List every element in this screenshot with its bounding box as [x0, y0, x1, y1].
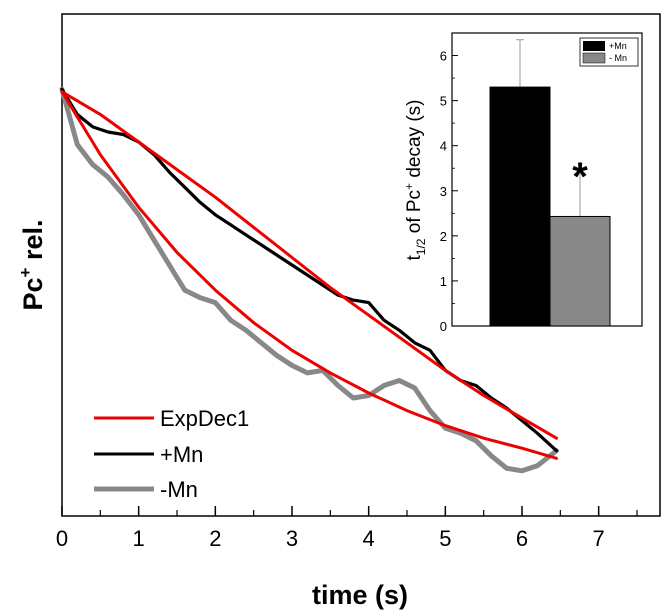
- inset-y-tick-label: 4: [440, 139, 447, 154]
- inset-y-tick-label: 6: [440, 49, 447, 64]
- inset-legend-label-plus-mn: +Mn: [609, 41, 627, 51]
- main-plot-frame: [61, 13, 661, 517]
- x-tick-label: 1: [133, 526, 145, 551]
- inset-ylabel-sup: +: [402, 183, 416, 190]
- y-axis-title-main: Pc: [18, 277, 48, 310]
- inset-ylabel-mid: of Pc: [404, 190, 425, 239]
- inset-bars: [489, 39, 611, 327]
- x-tick-label: 7: [593, 526, 605, 551]
- series-minus-mn: [59, 86, 559, 474]
- legend-label-expdec1: ExpDec1: [160, 406, 249, 431]
- y-axis-title-rest: rel.: [18, 220, 48, 268]
- y-axis-title-superscript: +: [16, 267, 35, 277]
- x-tick-label: 3: [286, 526, 298, 551]
- inset-ylabel-t: t: [404, 254, 425, 260]
- inset-y-tick-label: 0: [440, 319, 447, 334]
- inset-y-axis: 0 1 2 3 4 5 6: [440, 32, 458, 334]
- x-tick-label: 2: [209, 526, 221, 551]
- inset-legend-swatch-plus-mn: [583, 41, 605, 51]
- main-legend: ExpDec1 +Mn -Mn: [94, 406, 249, 502]
- inset-y-tick-label: 2: [440, 229, 447, 244]
- inset-y-axis-title: t1/2 of Pc+ decay (s): [402, 100, 428, 261]
- inset-bar-plus-mn: [489, 86, 551, 327]
- fit-line-minus-mn: [60, 90, 558, 460]
- x-tick-label: 4: [363, 526, 375, 551]
- fit-line-plus-mn: [60, 90, 558, 440]
- significance-star: *: [572, 155, 588, 199]
- x-tick-label: 6: [516, 526, 528, 551]
- y-axis-title: Pc+ rel.: [16, 220, 48, 311]
- legend-label-minus-mn: -Mn: [160, 477, 198, 502]
- x-axis-title: time (s): [312, 580, 408, 610]
- inset-y-tick-label: 5: [440, 94, 447, 109]
- inset-y-tick-label: 1: [440, 274, 447, 289]
- inset-legend-swatch-minus-mn: [582, 52, 606, 64]
- inset-y-tick-label: 3: [440, 184, 447, 199]
- inset-ylabel-sub: 1/2: [414, 238, 428, 255]
- inset-chart: 0 1 2 3 4 5 6 t1/2 of Pc+ decay (s) +Mn - Mn *: [402, 32, 643, 334]
- inset-bar-minus-mn: [549, 215, 611, 327]
- x-tick-label: 5: [439, 526, 451, 551]
- x-tick-label: 0: [56, 526, 68, 551]
- inset-legend-label-minus-mn: - Mn: [609, 53, 627, 63]
- inset-legend: +Mn - Mn: [579, 37, 639, 67]
- inset-ylabel-end: decay (s): [404, 100, 425, 183]
- main-x-axis: 0 1 2 3 4 5 6 7: [56, 506, 638, 551]
- main-series-group: [59, 86, 559, 474]
- legend-label-plus-mn: +Mn: [160, 442, 203, 467]
